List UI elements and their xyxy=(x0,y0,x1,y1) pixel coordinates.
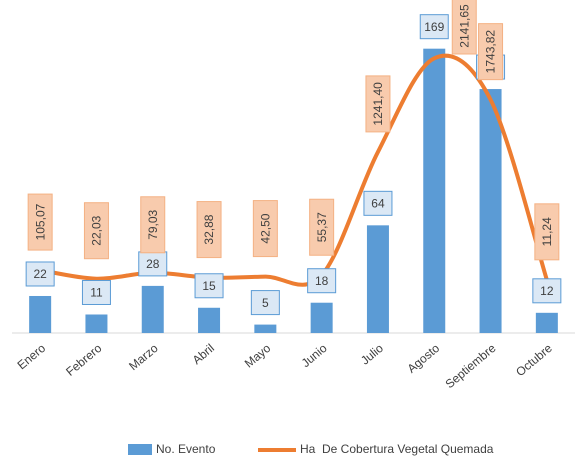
data-label-box xyxy=(196,201,222,259)
data-label: 22 xyxy=(33,267,47,281)
x-tick: Febrero xyxy=(63,341,104,379)
data-label: 169 xyxy=(424,20,444,34)
x-tick: Septiembre xyxy=(443,341,499,391)
line xyxy=(39,53,549,287)
data-label-box xyxy=(309,198,335,256)
data-label-group: 22,03 xyxy=(90,215,104,245)
legend-label: Ha De Cobertura Vegetal Quemada xyxy=(300,442,494,456)
data-label-box xyxy=(140,196,166,254)
data-label: 22,03 xyxy=(90,215,104,245)
data-label-group: 1241,40 xyxy=(371,82,385,126)
data-label-box xyxy=(532,278,562,304)
data-label-group: 105,07 xyxy=(33,203,47,240)
data-label: 12 xyxy=(540,284,554,298)
x-tick-label: Enero xyxy=(15,341,49,373)
bar xyxy=(141,285,164,333)
data-label-box xyxy=(363,190,393,216)
x-tick-label: Junio xyxy=(299,341,330,370)
x-tick: Junio xyxy=(299,341,330,370)
x-tick-label: Agosto xyxy=(405,341,443,376)
data-label-box xyxy=(27,193,53,251)
data-label: 11 xyxy=(90,286,103,300)
x-tick: Octubre xyxy=(513,341,555,379)
data-label-box xyxy=(451,0,477,55)
x-tick-label: Octubre xyxy=(513,341,555,379)
data-label: 64 xyxy=(371,197,385,211)
x-tick: Abril xyxy=(190,341,217,367)
data-label: 1743,82 xyxy=(484,30,498,74)
data-label: 1241,40 xyxy=(371,82,385,126)
data-label-box xyxy=(252,200,278,258)
data-label: 11,24 xyxy=(540,217,554,246)
data-label: 79,03 xyxy=(146,209,160,239)
x-tick: Agosto xyxy=(405,341,443,376)
data-label: 55,37 xyxy=(315,212,329,242)
data-label-box xyxy=(478,23,504,81)
data-label-box xyxy=(250,290,280,316)
x-tick-label: Marzo xyxy=(126,341,161,373)
bar xyxy=(479,89,502,333)
data-label: 105,07 xyxy=(33,203,47,240)
data-label-box xyxy=(25,261,55,287)
data-label-group: 42,50 xyxy=(259,213,273,243)
data-label-box xyxy=(419,14,449,40)
bar xyxy=(29,295,52,333)
data-label: 42,50 xyxy=(259,213,273,243)
legend-label: No. Evento xyxy=(156,442,216,456)
data-label: 32,88 xyxy=(202,214,216,244)
data-label: 5 xyxy=(262,296,269,310)
x-tick-label: Mayo xyxy=(242,341,274,371)
data-label-box xyxy=(534,203,560,261)
data-label-box xyxy=(365,75,391,133)
data-label-group: 11,24 xyxy=(540,217,554,246)
x-tick-label: Septiembre xyxy=(443,341,499,391)
x-tick-label: Julio xyxy=(358,341,386,368)
bar xyxy=(310,302,333,333)
data-label-group: 1743,82 xyxy=(484,30,498,74)
data-label-group: 2141,65 xyxy=(457,4,471,48)
data-label-group: 55,37 xyxy=(315,212,329,242)
data-label-box xyxy=(194,273,224,299)
bar xyxy=(198,307,221,333)
data-label: 28 xyxy=(146,257,160,271)
data-label-box xyxy=(138,251,168,277)
x-tick: Marzo xyxy=(126,341,161,373)
bar xyxy=(366,225,389,333)
bar xyxy=(423,48,446,334)
x-tick: Mayo xyxy=(242,341,274,371)
legend-swatch xyxy=(128,444,152,455)
bar xyxy=(254,324,277,333)
data-label-group: 79,03 xyxy=(146,209,160,239)
data-label-box xyxy=(83,202,109,260)
data-label-group: 32,88 xyxy=(202,214,216,244)
data-label-box xyxy=(81,279,111,305)
x-tick: Enero xyxy=(15,341,49,373)
x-tick-label: Abril xyxy=(190,341,217,367)
data-label: 18 xyxy=(315,274,329,288)
data-label-box xyxy=(307,268,337,294)
data-label: 2141,65 xyxy=(457,4,471,48)
data-label: 15 xyxy=(202,279,216,293)
bar xyxy=(535,312,558,333)
bar xyxy=(85,314,108,333)
x-tick: Julio xyxy=(358,341,386,368)
x-tick-label: Febrero xyxy=(63,341,104,379)
